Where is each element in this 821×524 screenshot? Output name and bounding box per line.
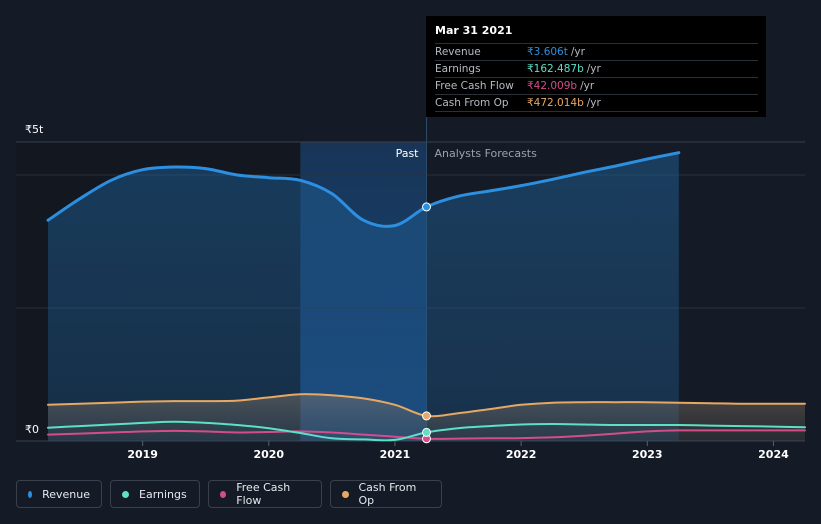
tooltip-value: ₹42.009b [527, 80, 578, 92]
tooltip-unit: /yr [580, 80, 595, 92]
x-tick-label: 2024 [758, 448, 789, 461]
cash-from-op-dot-icon [342, 490, 349, 498]
x-tick-label: 2023 [632, 448, 663, 461]
y-tick-label: ₹5t [25, 123, 44, 136]
revenue-line [46, 151, 681, 228]
tooltip-value: ₹3.606t [527, 46, 568, 58]
tooltip-row-free-cash-flow: Free Cash Flow ₹42.009b /yr [435, 77, 758, 94]
forecast-label: Analysts Forecasts [435, 147, 538, 160]
tooltip-row-earnings: Earnings ₹162.487b /yr [435, 60, 758, 77]
legend-label: Earnings [139, 487, 187, 501]
x-tick-label: 2022 [506, 448, 537, 461]
earnings-point [422, 427, 431, 437]
tooltip-label: Earnings [435, 63, 481, 75]
revenue-area [48, 152, 679, 441]
x-tick-label: 2019 [127, 448, 158, 461]
legend-item-free-cash-flow[interactable]: Free Cash Flow [208, 480, 322, 508]
tooltip-unit: /yr [586, 97, 601, 109]
legend-label: Revenue [42, 487, 90, 501]
tooltip-row-cash-from-op: Cash From Op ₹472.014b /yr [435, 94, 758, 112]
revenue-dot-icon [28, 490, 33, 498]
legend-label: Free Cash Flow [236, 481, 291, 507]
hover-tooltip: Mar 31 2021 Revenue ₹3.606t /yr Earnings… [426, 16, 766, 117]
cash-from-op-point [422, 411, 431, 421]
tooltip-label: Free Cash Flow [435, 80, 514, 92]
tooltip-label: Cash From Op [435, 97, 509, 109]
y-tick-label: ₹0 [25, 423, 39, 436]
tooltip-label: Revenue [435, 46, 481, 58]
tooltip-value: ₹472.014b [527, 97, 584, 109]
x-tick-label: 2020 [253, 448, 284, 461]
tooltip-unit: /yr [570, 46, 585, 58]
tooltip-unit: /yr [586, 63, 601, 75]
chart-legend: Revenue Earnings Free Cash Flow Cash Fro… [16, 480, 442, 508]
past-label: Past [396, 147, 420, 160]
tooltip-date: Mar 31 2021 [435, 24, 513, 37]
x-tick-label: 2021 [380, 448, 411, 461]
revenue-point [422, 202, 431, 212]
earnings-dot-icon [122, 490, 129, 498]
legend-label: Cash From Op [358, 481, 417, 507]
tooltip-value: ₹162.487b [527, 63, 584, 75]
legend-item-revenue[interactable]: Revenue [16, 480, 102, 508]
free-cash-flow-dot-icon [220, 490, 227, 498]
legend-item-cash-from-op[interactable]: Cash From Op [330, 480, 442, 508]
tooltip-row-revenue: Revenue ₹3.606t /yr [435, 43, 758, 60]
legend-item-earnings[interactable]: Earnings [110, 480, 200, 508]
